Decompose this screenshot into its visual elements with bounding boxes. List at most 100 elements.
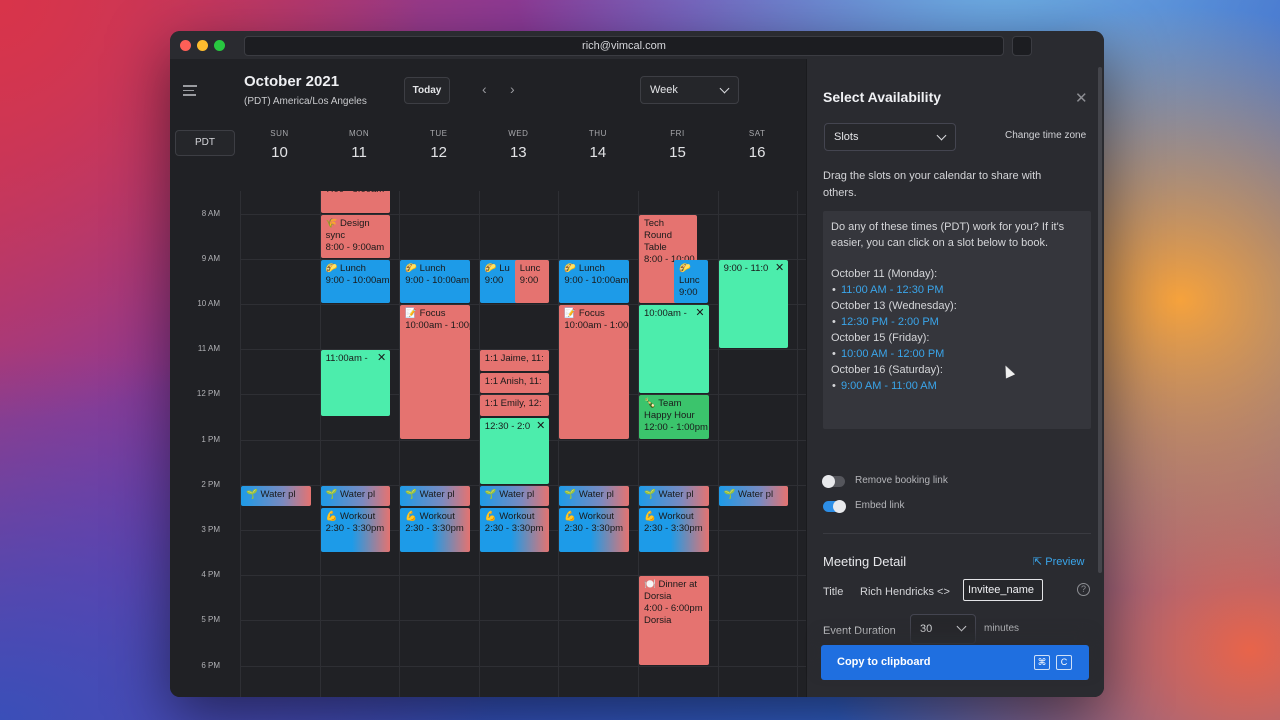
calendar-event[interactable]: 11:00am - ✕	[320, 350, 391, 416]
calendar-event[interactable]: 🌮 Lunch 9:00 - 10:00am	[559, 259, 629, 303]
event-text: 🌱 Water pl	[246, 488, 296, 500]
event-text: 💪 Workout	[484, 511, 535, 523]
calendar-event[interactable]: Lunc 9:00	[514, 259, 549, 303]
remove-slot-icon[interactable]: ✕	[774, 261, 785, 274]
calendar-event[interactable]: 🌱 Water pl	[479, 485, 550, 507]
hour-label: 6 PM	[201, 660, 220, 670]
today-button[interactable]: Today	[404, 77, 450, 104]
event-text: Tech	[644, 217, 665, 229]
event-text: 🌱 Water pl	[723, 488, 774, 500]
day-header[interactable]: FRI 15	[638, 129, 717, 161]
close-icon[interactable]: ✕	[1075, 90, 1088, 107]
url-bar[interactable]: rich@vimcal.com	[244, 36, 1004, 56]
calendar-event[interactable]: 🌱 Water pl	[639, 485, 709, 507]
day-name: FRI	[670, 129, 685, 138]
calendar-event[interactable]: 🌱 Water pl	[559, 485, 629, 507]
calendar-event[interactable]: 🌱 Water pl	[320, 485, 391, 507]
change-timezone-link[interactable]: Change time zone	[1005, 130, 1087, 141]
hour-label: 9 AM	[201, 253, 220, 263]
day-header[interactable]: MON 11	[320, 129, 399, 161]
panel-scrollbar[interactable]	[1098, 67, 1102, 573]
copy-to-clipboard-button[interactable]: Copy to clipboard ⌘ C	[821, 645, 1089, 680]
availability-slot-link[interactable]: 10:00 AM - 12:00 PM	[831, 346, 1083, 362]
hour-gridline	[240, 258, 806, 260]
hour-label: 5 PM	[201, 615, 220, 625]
minimize-window-button[interactable]	[197, 40, 208, 51]
calendar-event[interactable]: 💪 Workout 2:30 - 3:30pm	[559, 508, 629, 552]
chevron-down-icon	[719, 83, 730, 94]
slots-select-value: Slots	[834, 131, 859, 143]
calendar-event[interactable]: Tech Round Table 8:00 - 10:00	[639, 214, 697, 303]
event-text: 12:30 - 2:0	[484, 421, 531, 432]
availability-slot-link[interactable]: 11:00 AM - 12:30 PM	[831, 282, 1083, 298]
event-text: 12:00 - 1:00pm	[644, 422, 708, 434]
calendar-event[interactable]: 10:00am - ✕	[639, 305, 709, 394]
remove-slot-icon[interactable]: ✕	[376, 352, 387, 365]
next-week-icon[interactable]: ›	[510, 81, 515, 97]
calendar-event[interactable]: 🌱 Water pl	[718, 485, 789, 507]
title-bar-button[interactable]	[1012, 36, 1032, 56]
calendar-event[interactable]: 12:30 - 2:0 ✕	[479, 418, 550, 484]
calendar-event[interactable]: 🌮 Lunc 9:00	[674, 259, 708, 303]
event-text: 2:30 - 3:30pm	[405, 523, 464, 535]
duration-select[interactable]: 30	[910, 614, 976, 644]
hour-gridline	[240, 665, 806, 667]
event-text: 🌱 Water pl	[644, 488, 694, 500]
event-text: 💪 Workout	[564, 511, 615, 523]
day-number: 12	[430, 144, 448, 161]
calendar-event[interactable]: 🌮 Lunch 9:00 - 10:00am	[320, 259, 391, 303]
event-text: 🍽️ Dinner at	[644, 579, 698, 591]
preview-link[interactable]: ⇱ Preview	[1033, 555, 1084, 568]
calendar-event[interactable]: 🌮 Lunch 9:00 - 10:00am	[400, 259, 470, 303]
invitee-name-input[interactable]: Invitee_name	[963, 579, 1043, 601]
remove-slot-icon[interactable]: ✕	[695, 307, 705, 319]
calendar-event[interactable]: 1:1 Jaime, 11:	[479, 350, 550, 371]
shortcut-key-cmd: ⌘	[1034, 655, 1050, 670]
title-bar: rich@vimcal.com	[170, 31, 1104, 59]
day-name: MON	[349, 129, 370, 138]
calendar-event[interactable]: 💪 Workout 2:30 - 3:30pm	[479, 508, 550, 552]
day-number: 15	[669, 144, 686, 161]
calendar-event[interactable]: 🍾 Team Happy Hour 12:00 - 1:00pm	[639, 395, 709, 439]
remove-booking-toggle[interactable]	[822, 475, 845, 488]
calendar-event[interactable]: 1:1 Emily, 12:	[479, 395, 550, 416]
day-header[interactable]: SAT 16	[718, 129, 797, 161]
embed-link-toggle[interactable]	[823, 500, 846, 513]
calendar-event[interactable]: 🍽️ Dinner at Dorsia 4:00 - 6:00pm Dorsia	[639, 576, 709, 665]
calendar-event[interactable]: 1:1 Anish, 11:	[479, 372, 550, 394]
calendar-event[interactable]: 💪 Workout 2:30 - 3:30pm	[639, 508, 709, 552]
day-name: THU	[588, 129, 607, 138]
day-header[interactable]: SUN 10	[240, 129, 319, 161]
hour-gridline	[240, 304, 806, 305]
calendar-event[interactable]: 💪 Workout 2:30 - 3:30pm	[400, 508, 470, 552]
availability-slot-link[interactable]: 12:30 PM - 2:00 PM	[831, 314, 1083, 330]
event-text: 10:00am - 1:00pm	[405, 320, 470, 331]
prev-week-icon[interactable]: ‹	[482, 81, 487, 97]
menu-icon[interactable]	[183, 85, 197, 99]
maximize-window-button[interactable]	[214, 40, 225, 51]
calendar-event[interactable]: 🌱 Water pl	[241, 485, 311, 507]
day-header[interactable]: THU 14	[558, 129, 637, 161]
availability-preview[interactable]: Do any of these times (PDT) work for you…	[823, 211, 1091, 429]
event-text: 🌾 Design	[325, 217, 370, 229]
help-icon[interactable]: ?	[1077, 583, 1090, 596]
day-gridline	[797, 191, 799, 697]
event-text: 🍾 Team	[644, 398, 682, 410]
remove-slot-icon[interactable]: ✕	[536, 420, 546, 432]
slots-select[interactable]: Slots	[824, 123, 956, 151]
calendar-event[interactable]: 🌮 Lu 9:00	[479, 259, 520, 303]
calendar-event[interactable]: 🌱 Water pl	[400, 485, 470, 507]
calendar-event[interactable]: 💪 Workout 2:30 - 3:30pm	[320, 508, 391, 552]
close-window-button[interactable]	[180, 40, 191, 51]
day-header[interactable]: TUE 12	[399, 129, 478, 161]
calendar-event[interactable]: 9:00 - 11:0 ✕	[718, 259, 789, 349]
calendar-event[interactable]: 🌾 Design sync 8:00 - 9:00am	[320, 214, 391, 258]
calendar-event[interactable]: plan7:00 - 8:00am	[320, 191, 391, 213]
view-select[interactable]: Week	[640, 76, 739, 104]
timezone-button[interactable]: PDT	[175, 130, 235, 156]
availability-slot-link[interactable]: 9:00 AM - 11:00 AM	[831, 378, 1083, 394]
day-header[interactable]: WED 13	[479, 129, 558, 161]
